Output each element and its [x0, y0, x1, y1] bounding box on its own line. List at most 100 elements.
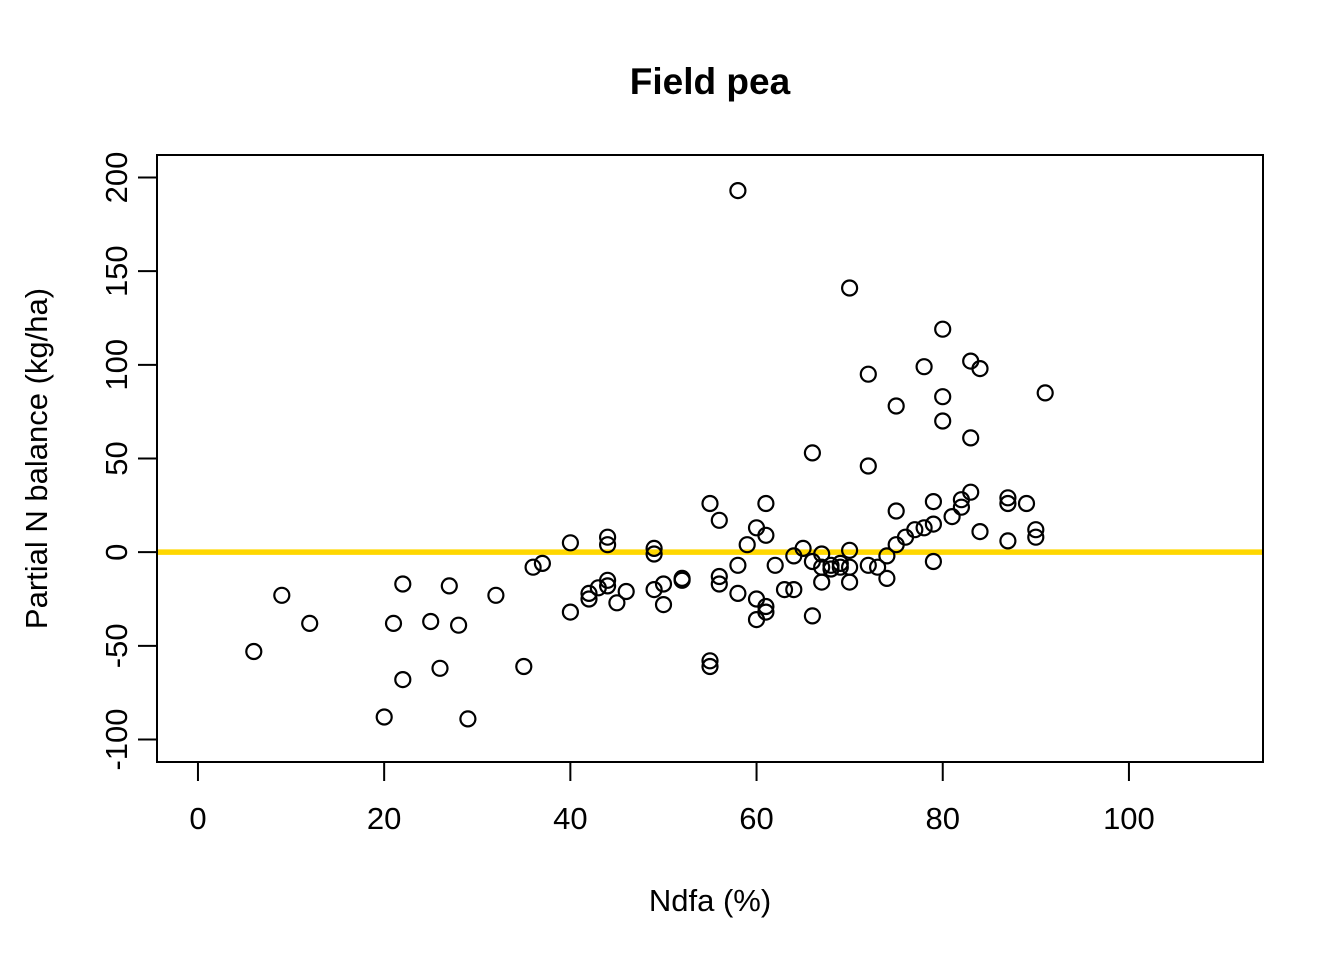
data-point — [934, 388, 952, 406]
data-point — [245, 642, 263, 661]
data-point — [785, 580, 803, 599]
data-point — [710, 567, 728, 586]
x-tick-label: 60 — [739, 801, 773, 836]
y-tick-label: 200 — [99, 152, 134, 204]
data-point — [971, 360, 989, 378]
data-point — [580, 590, 598, 608]
y-tick-label: 50 — [99, 441, 134, 475]
data-point — [710, 511, 728, 529]
data-point — [757, 603, 775, 621]
data-point — [999, 532, 1017, 550]
data-point — [840, 541, 859, 559]
data-point — [384, 614, 403, 633]
data-point — [561, 534, 580, 552]
x-tick-label: 0 — [189, 801, 206, 836]
x-tick-label: 80 — [926, 801, 960, 836]
data-point — [729, 182, 747, 200]
data-point — [394, 670, 412, 689]
data-point — [440, 577, 458, 595]
data-point — [487, 586, 505, 604]
data-point — [943, 507, 961, 526]
data-point — [450, 616, 468, 634]
data-point — [999, 494, 1017, 513]
data-point — [840, 573, 859, 591]
data-point — [924, 552, 943, 571]
data-point — [645, 545, 663, 563]
data-point — [813, 545, 831, 563]
data-point — [962, 483, 980, 501]
data-point — [394, 575, 412, 593]
data-point — [729, 584, 747, 603]
data-point — [375, 708, 393, 726]
data-point — [915, 519, 933, 537]
data-point — [1036, 384, 1054, 402]
data-point — [1027, 528, 1045, 546]
data-point — [645, 539, 663, 558]
x-tick-label: 20 — [367, 801, 401, 836]
data-point — [859, 556, 877, 574]
data-point — [608, 594, 626, 612]
data-point — [831, 558, 849, 576]
chart-title: Field pea — [630, 61, 791, 102]
data-point — [598, 536, 617, 554]
data-point — [533, 554, 552, 573]
data-point — [915, 358, 933, 376]
axis-ticks-layer — [138, 176, 1130, 781]
x-tick-label: 40 — [553, 801, 587, 836]
tick-labels-layer: 0 20 40 60 80 100 -100 -50 0 50 100 150 200 — [99, 152, 1155, 836]
data-point — [515, 657, 533, 676]
data-point — [840, 558, 859, 576]
data-point — [775, 580, 794, 599]
y-tick-label: 100 — [99, 339, 134, 391]
data-point — [924, 515, 943, 533]
y-tick-label: -50 — [99, 623, 134, 668]
data-point — [617, 582, 635, 601]
data-point — [878, 569, 896, 588]
data-point — [859, 457, 877, 475]
data-point — [887, 397, 905, 415]
y-axis-title: Partial N balance (kg/ha) — [19, 288, 54, 629]
data-point — [906, 521, 924, 539]
data-point — [1017, 494, 1036, 513]
data-point — [459, 710, 477, 728]
data-point — [859, 365, 877, 383]
data-point — [868, 558, 887, 576]
plot-frame-layer — [156, 154, 1264, 763]
data-point — [729, 556, 747, 574]
data-point — [598, 577, 617, 595]
data-point — [431, 659, 449, 677]
data-point — [803, 444, 822, 462]
x-tick-label: 100 — [1103, 801, 1155, 836]
data-point — [822, 560, 840, 578]
data-point — [654, 595, 673, 614]
data-point — [701, 657, 719, 676]
data-point — [999, 489, 1017, 507]
data-point — [738, 536, 756, 554]
data-point — [757, 494, 775, 513]
data-point — [701, 494, 719, 513]
y-tick-label: 150 — [99, 245, 134, 297]
data-point — [934, 412, 952, 430]
data-point — [645, 580, 663, 599]
plot-frame — [156, 154, 1264, 763]
x-axis-title: Ndfa (%) — [649, 883, 771, 918]
data-point — [561, 603, 580, 621]
data-point — [710, 575, 728, 593]
data-point — [962, 429, 980, 447]
data-point — [701, 652, 719, 670]
data-point — [794, 539, 812, 558]
data-point — [813, 573, 831, 591]
data-point — [840, 279, 859, 297]
data-point — [924, 493, 943, 511]
data-point — [757, 597, 775, 616]
data-point — [887, 502, 905, 520]
data-point — [654, 575, 673, 593]
data-point — [598, 528, 617, 546]
data-point — [766, 556, 784, 574]
data-point — [952, 498, 971, 516]
data-point — [273, 586, 291, 604]
data-point — [757, 526, 775, 544]
data-point — [580, 584, 598, 603]
